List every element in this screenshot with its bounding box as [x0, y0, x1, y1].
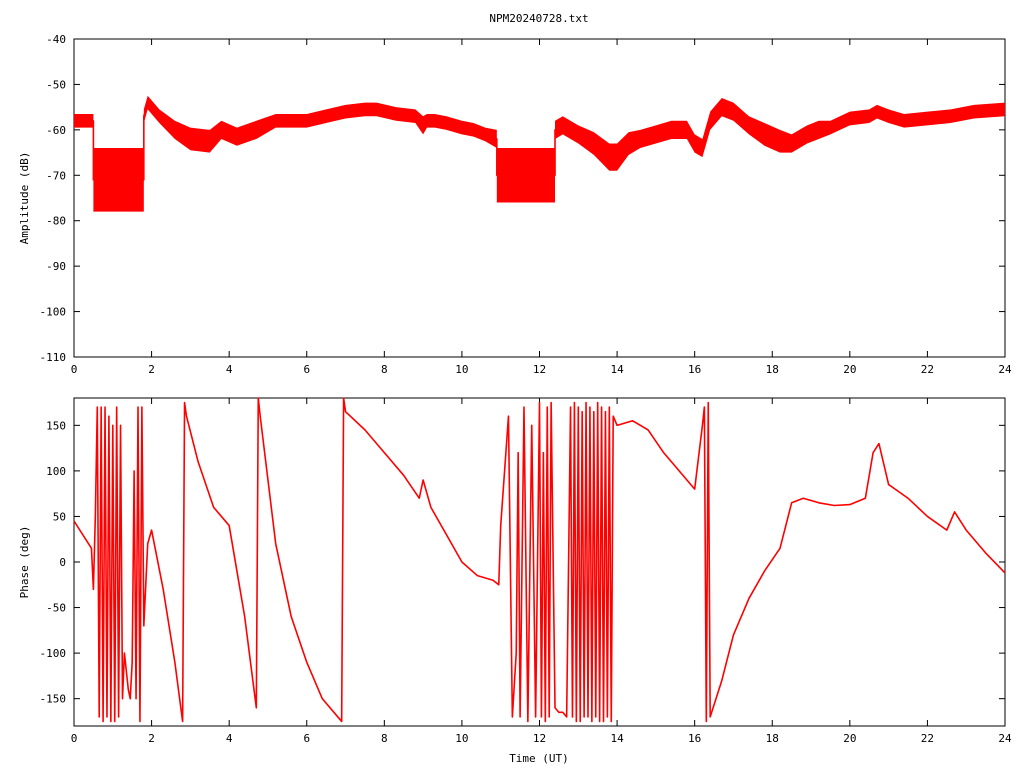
x-tick-label: 22 [921, 363, 934, 376]
x-tick-label: 4 [226, 363, 233, 376]
x-tick-label: 6 [303, 732, 310, 745]
y-tick-label: 100 [46, 465, 66, 478]
y-tick-label: -60 [46, 124, 66, 137]
chart-title: NPM20240728.txt [489, 12, 588, 25]
x-tick-label: 6 [303, 363, 310, 376]
x-tick-label: 16 [688, 363, 701, 376]
x-tick-label: 14 [610, 732, 624, 745]
y-tick-label: -150 [40, 693, 67, 706]
y-tick-label: 150 [46, 419, 66, 432]
x-tick-label: 0 [71, 732, 78, 745]
y-tick-label: -80 [46, 215, 66, 228]
x-tick-label: 22 [921, 732, 934, 745]
x-tick-label: 2 [148, 732, 155, 745]
series-line [74, 101, 1006, 181]
y-tick-label: -40 [46, 33, 66, 46]
phase-panel: 0 2 4 6 8 10 12 14 16 18 20 22 24150100500-50-100-15… [18, 397, 1012, 745]
x-tick-label: 12 [533, 732, 546, 745]
x-tick-label: 2 [148, 363, 155, 376]
x-tick-label: 12 [533, 363, 546, 376]
x-tick-label: 14 [610, 363, 624, 376]
x-tick-label: 8 [381, 732, 388, 745]
y-tick-label: -50 [46, 78, 66, 91]
x-tick-label: 18 [766, 732, 779, 745]
x-tick-label: 16 [688, 732, 701, 745]
y-tick-label: 0 [59, 556, 66, 569]
y-axis-label: Phase (deg) [18, 526, 31, 599]
series-noise-band [74, 95, 1005, 212]
series-line [73, 397, 1006, 723]
x-tick-label: 24 [998, 363, 1012, 376]
y-tick-label: -100 [40, 306, 67, 319]
x-tick-label: 18 [766, 363, 779, 376]
x-tick-label: 20 [843, 732, 856, 745]
y-tick-label: -70 [46, 169, 66, 182]
x-tick-label: 0 [71, 363, 78, 376]
x-tick-label: 10 [455, 363, 468, 376]
x-tick-label: 10 [455, 732, 468, 745]
x-tick-label: 20 [843, 363, 856, 376]
amplitude-panel: 0 2 4 6 8 10 12 14 16 18 20 22 24-40-50-60-70-80-90-… [18, 33, 1012, 376]
y-tick-label: -100 [40, 647, 67, 660]
x-axis-label: Time (UT) [509, 752, 569, 765]
y-tick-label: -90 [46, 260, 66, 273]
x-tick-label: 24 [998, 732, 1012, 745]
y-axis-label: Amplitude (dB) [18, 152, 31, 245]
x-tick-label: 8 [381, 363, 388, 376]
y-tick-label: 50 [53, 510, 66, 523]
x-tick-label: 4 [226, 732, 233, 745]
y-tick-label: -110 [40, 351, 67, 364]
y-tick-label: -50 [46, 602, 66, 615]
